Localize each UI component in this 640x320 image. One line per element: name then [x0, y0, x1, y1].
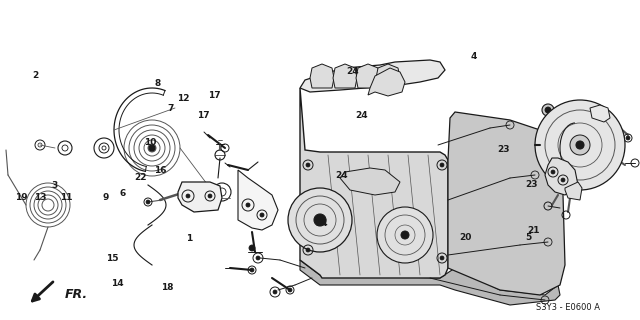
Circle shape: [149, 145, 155, 151]
Circle shape: [273, 290, 277, 294]
Circle shape: [561, 178, 565, 182]
Text: 15: 15: [106, 254, 118, 263]
Circle shape: [545, 107, 551, 113]
Polygon shape: [340, 168, 400, 195]
Polygon shape: [376, 64, 400, 88]
Circle shape: [260, 213, 264, 217]
Polygon shape: [300, 60, 445, 92]
Text: 1: 1: [186, 234, 193, 243]
Circle shape: [576, 141, 584, 149]
Polygon shape: [565, 182, 582, 200]
Text: 18: 18: [161, 283, 173, 292]
Text: 12: 12: [177, 94, 189, 103]
Polygon shape: [178, 182, 222, 212]
Polygon shape: [333, 64, 357, 88]
Text: 24: 24: [315, 220, 328, 228]
Text: 23: 23: [525, 180, 538, 189]
Text: 4: 4: [471, 52, 477, 61]
Polygon shape: [545, 158, 578, 195]
Text: 21: 21: [527, 226, 540, 235]
Text: 24: 24: [355, 111, 368, 120]
Circle shape: [542, 104, 554, 116]
Circle shape: [440, 256, 444, 260]
Circle shape: [626, 136, 630, 140]
Text: 11: 11: [60, 193, 72, 202]
Circle shape: [208, 194, 212, 198]
Polygon shape: [310, 64, 334, 88]
Polygon shape: [356, 64, 380, 88]
Circle shape: [306, 248, 310, 252]
Circle shape: [256, 256, 260, 260]
Polygon shape: [238, 170, 278, 230]
Circle shape: [377, 207, 433, 263]
Circle shape: [246, 203, 250, 207]
Text: 23: 23: [497, 145, 509, 154]
Circle shape: [288, 188, 352, 252]
Circle shape: [146, 200, 150, 204]
Circle shape: [570, 135, 590, 155]
Circle shape: [551, 170, 555, 174]
Text: 14: 14: [111, 279, 124, 288]
Circle shape: [250, 268, 254, 272]
Circle shape: [186, 194, 190, 198]
Circle shape: [401, 231, 409, 239]
Text: 24: 24: [346, 67, 359, 76]
Text: 2: 2: [33, 71, 39, 80]
Text: 6: 6: [120, 189, 126, 198]
Circle shape: [249, 245, 255, 251]
Text: 17: 17: [208, 91, 221, 100]
Circle shape: [288, 288, 292, 292]
Text: S3Y3 - E0600 A: S3Y3 - E0600 A: [536, 303, 600, 313]
Text: 16: 16: [154, 166, 166, 175]
Polygon shape: [448, 112, 565, 295]
Text: 24: 24: [335, 171, 348, 180]
Text: FR.: FR.: [65, 287, 88, 300]
Text: 17: 17: [196, 111, 209, 120]
Text: 20: 20: [460, 233, 472, 242]
Circle shape: [306, 163, 310, 167]
Text: 9: 9: [102, 193, 109, 202]
Circle shape: [535, 100, 625, 190]
Polygon shape: [300, 260, 560, 305]
Text: 5: 5: [525, 233, 531, 242]
Text: 13: 13: [34, 193, 47, 202]
Text: 10: 10: [144, 138, 157, 147]
Text: 19: 19: [15, 193, 28, 202]
Text: 8: 8: [155, 79, 161, 88]
Circle shape: [314, 214, 326, 226]
Polygon shape: [368, 68, 405, 96]
Polygon shape: [300, 88, 448, 278]
Polygon shape: [590, 105, 610, 122]
Circle shape: [440, 163, 444, 167]
Text: 22: 22: [134, 173, 147, 182]
Text: 3: 3: [51, 181, 58, 190]
Text: 7: 7: [167, 104, 173, 113]
